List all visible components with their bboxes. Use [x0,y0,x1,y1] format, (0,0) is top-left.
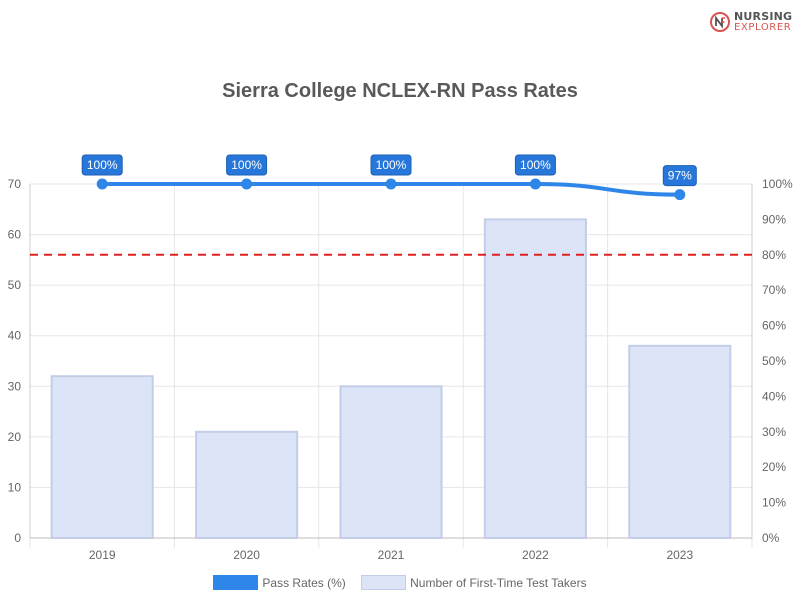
pass-rate-point-2022 [529,178,541,190]
x-tick-2019: 2019 [89,548,116,562]
bar-2021 [339,385,443,539]
y-right-tick-7: 70% [762,283,786,297]
legend-item-pass-rates[interactable]: Pass Rates (%) [213,575,346,591]
y-left-tick-60: 60 [8,228,22,242]
y-right-tick-10: 100% [762,177,793,191]
y-left-tick-30: 30 [8,379,22,393]
logo-mark-icon [710,12,730,32]
y-right-tick-1: 10% [762,496,786,510]
y-left-tick-0: 0 [14,531,21,545]
y-right-tick-8: 80% [762,248,786,262]
data-label-box-2019 [81,154,123,176]
logo-line1: NURSING [734,10,793,23]
pass-rate-point-2020 [241,178,253,190]
y-right-tick-9: 90% [762,212,786,226]
legend-swatch-pass-rates [213,575,259,591]
y-left-tick-50: 50 [8,278,22,292]
legend-label-test-takers: Number of First-Time Test Takers [410,575,587,590]
y-left-tick-40: 40 [8,329,22,343]
x-tick-2022: 2022 [522,548,549,562]
chart-legend: Pass Rates (%) Number of First-Time Test… [0,575,800,591]
data-label-2020: 100% [231,158,262,172]
nursing-explorer-logo: NURSING EXPLORER [709,9,795,35]
x-tick-2021: 2021 [378,548,405,562]
bar-2019 [50,375,154,539]
x-tick-2020: 2020 [233,548,260,562]
logo-line2: EXPLORER [734,22,792,33]
y-right-tick-4: 40% [762,389,786,403]
bar-2023 [628,344,732,540]
y-right-tick-0: 0% [762,531,780,545]
bar-2022 [483,218,587,539]
legend-swatch-test-takers [361,575,407,591]
data-label-box-2020 [226,154,268,176]
y-right-tick-3: 30% [762,425,786,439]
pass-rate-point-2021 [385,178,397,190]
chart-title: Sierra College NCLEX-RN Pass Rates [222,80,578,102]
y-left-tick-20: 20 [8,430,22,444]
pass-rate-point-2023 [674,189,686,201]
data-label-2023: 97% [668,169,692,183]
data-label-2019: 100% [87,158,118,172]
legend-label-pass-rates: Pass Rates (%) [262,575,346,590]
x-tick-2023: 2023 [666,548,693,562]
data-label-2021: 100% [376,158,407,172]
y-right-tick-2: 20% [762,460,786,474]
data-label-2022: 100% [520,158,551,172]
y-left-tick-70: 70 [8,177,22,191]
y-left-tick-10: 10 [8,480,22,494]
y-right-tick-5: 50% [762,354,786,368]
data-label-box-2022 [514,154,556,176]
data-label-box-2023 [662,165,697,187]
y-right-tick-6: 60% [762,319,786,333]
bar-2020 [195,430,299,539]
data-label-box-2021 [370,154,412,176]
pass-rates-chart: 100% 100% 100% 100% 97% 0 10 20 30 40 50 60 70 0% 10% 2… [8,154,793,562]
pass-rate-point-2019 [96,178,108,190]
legend-item-test-takers[interactable]: Number of First-Time Test Takers [361,575,587,591]
